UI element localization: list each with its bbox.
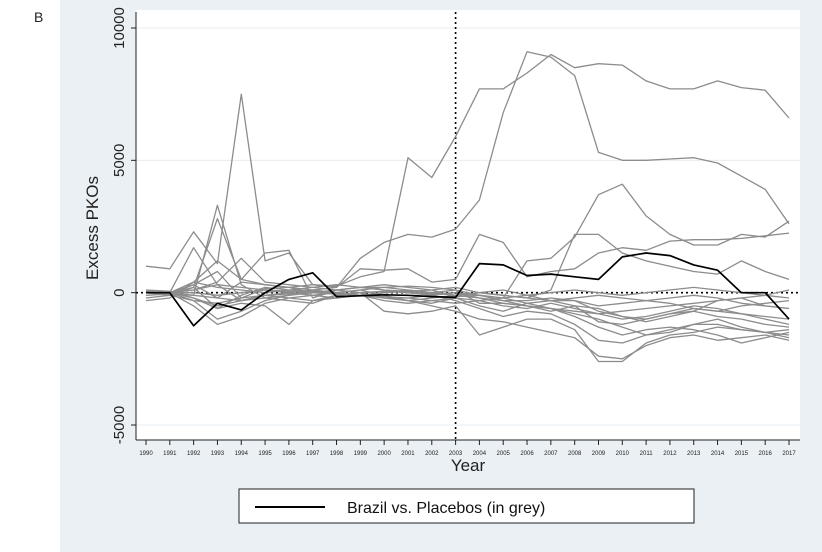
x-tick-label: 2001 [401,451,415,457]
placebo-series-line [146,281,790,328]
placebo-series-line [145,51,790,289]
x-tick-label: 2017 [782,451,796,457]
x-tick-label: 2008 [568,451,582,457]
placebo-series-line [146,292,790,326]
x-tick-label: 2003 [449,451,463,457]
x-tick-label: 2007 [544,451,558,457]
x-tick-label: 1995 [258,451,272,457]
legend: Brazil vs. Placebos (in grey) [238,488,695,524]
x-tick-label: 2014 [711,451,725,457]
placebo-series-line [146,232,790,302]
y-tick-label: 0 [111,288,128,296]
placebo-series-line [145,53,790,299]
grid-lines [136,27,800,426]
x-tick-label: 1994 [235,451,249,457]
treated-series-group [146,252,790,327]
x-tick-label: 2000 [377,451,391,457]
placebo-series-line [145,286,790,344]
axes: -5000 0 5000 10000 1990 1991 1992 1993 1994 1995 1… [111,7,800,457]
placebo-series-line [146,289,790,360]
x-tick-label: 2009 [592,451,606,457]
x-tick-label: 1993 [211,451,225,457]
plot-area [136,10,800,440]
x-tick-label: 2013 [687,451,701,457]
placebo-series-line [146,292,790,315]
y-tick-label: -5000 [111,406,128,444]
x-tick-label: 1997 [306,451,320,457]
x-tick-label: 1990 [139,451,153,457]
x-tick-label: 2015 [735,451,749,457]
x-tick-label: 1999 [354,451,368,457]
x-tick-label: 2006 [520,451,534,457]
x-tick-label: 2012 [663,451,677,457]
x-tick-label: 2016 [759,451,773,457]
x-axis-label: Year [451,456,486,475]
x-tick-label: 2005 [497,451,511,457]
legend-entry-label: Brazil vs. Placebos (in grey) [347,500,545,517]
x-tick-label: 1991 [163,451,177,457]
x-tick-label: 1998 [330,451,344,457]
x-tick-label: 2011 [640,451,654,457]
treated-series-line [146,252,790,327]
x-tick-label: 1996 [282,451,296,457]
placebo-series-line [146,284,790,320]
placebo-series-line [145,289,790,363]
y-tick-label: 5000 [111,144,128,177]
panel-label: B [34,9,44,25]
x-tick-label: 2010 [616,451,630,457]
y-axis-label: Excess PKOs [83,176,102,280]
placebo-series-group [145,51,790,363]
x-tick-label: 2002 [425,451,439,457]
x-tick-label: 1992 [187,451,201,457]
x-tick-label: 2004 [473,451,487,457]
y-tick-label: 10000 [111,7,128,49]
